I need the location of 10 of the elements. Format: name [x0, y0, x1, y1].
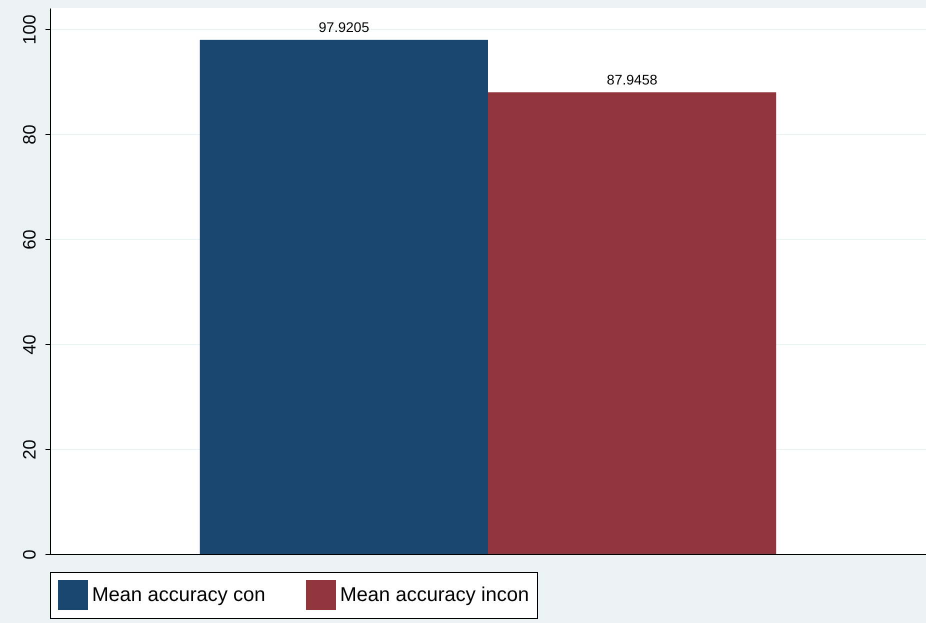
y-tick-label: 20: [20, 439, 40, 460]
y-tick-label: 80: [20, 124, 40, 145]
y-tick-label: 0: [20, 549, 40, 560]
y-tick-label: 40: [20, 334, 40, 355]
y-tick-label: 100: [20, 14, 40, 45]
data-label: 87.9458: [606, 71, 658, 88]
legend-label: Mean accuracy incon: [340, 584, 529, 606]
legend-label: Mean accuracy con: [92, 584, 266, 606]
data-label: 97.9205: [318, 18, 370, 35]
y-tick-label: 60: [20, 229, 40, 250]
